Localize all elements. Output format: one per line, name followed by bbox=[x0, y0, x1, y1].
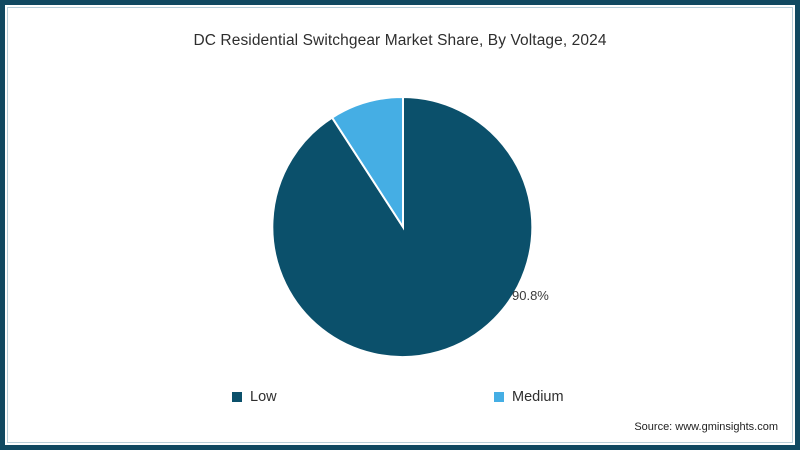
legend-label-low: Low bbox=[250, 389, 277, 405]
chart-title: DC Residential Switchgear Market Share, … bbox=[193, 32, 607, 49]
pie-svg bbox=[272, 96, 534, 358]
legend-swatch-icon-low bbox=[232, 392, 242, 402]
pie-slice-medium[interactable] bbox=[330, 96, 404, 231]
pie-chart bbox=[272, 96, 534, 358]
legend-swatch-icon-medium bbox=[494, 392, 504, 402]
pie-slice-low-value-label: 90.8% bbox=[512, 288, 549, 303]
chart-legend: Low Medium bbox=[0, 386, 800, 408]
legend-label-medium: Medium bbox=[512, 389, 564, 405]
legend-item-medium[interactable]: Medium bbox=[494, 386, 564, 408]
source-attribution: Source: www.gminsights.com bbox=[634, 421, 778, 433]
legend-item-low[interactable]: Low bbox=[232, 386, 277, 408]
